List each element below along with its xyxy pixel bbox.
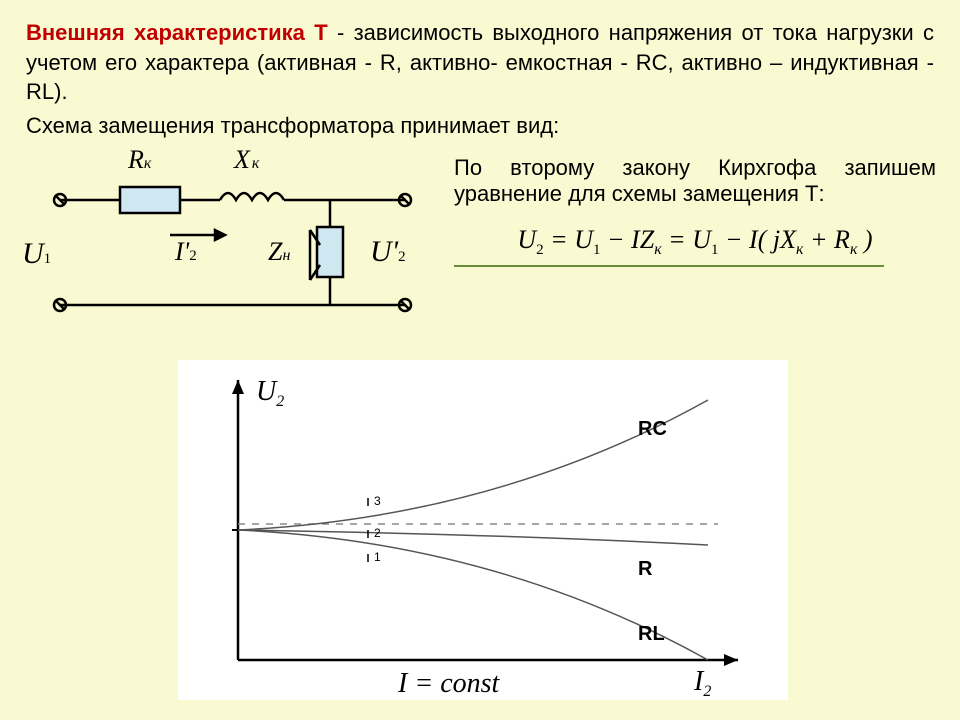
label-i2p: I'2 <box>175 237 197 267</box>
label-xk: Xк <box>234 145 259 175</box>
equation-underline <box>454 265 884 267</box>
svg-text:RC: RC <box>638 418 667 440</box>
svg-text:R: R <box>638 558 653 580</box>
subtitle: Схема замещения трансформатора принимает… <box>0 111 960 145</box>
circuit-diagram: Rк Xк U1 I'2 Zн U'2 <box>10 145 450 335</box>
svg-text:I = const: I = const <box>397 668 501 699</box>
svg-text:U2: U2 <box>256 376 284 410</box>
svg-text:I2: I2 <box>693 666 711 700</box>
external-characteristic-chart: 1 2 3 U2 I2 I = const RC R RL <box>178 360 788 700</box>
title-red: Внешняя характеристика Т <box>26 20 328 45</box>
svg-text:1: 1 <box>374 550 381 564</box>
label-u1: U1 <box>22 237 51 271</box>
kirchhoff-text: По второму закону Кирхгофа запишем уравн… <box>454 155 936 207</box>
label-rk: Rк <box>128 145 151 175</box>
svg-text:3: 3 <box>374 494 381 508</box>
svg-text:2: 2 <box>374 526 381 540</box>
label-u2p: U'2 <box>370 235 406 269</box>
equation: U2 = U1 − IZк = U1 − I( jXк + Rк ) <box>454 225 936 259</box>
svg-text:RL: RL <box>638 623 665 645</box>
label-zn: Zн <box>268 237 290 267</box>
